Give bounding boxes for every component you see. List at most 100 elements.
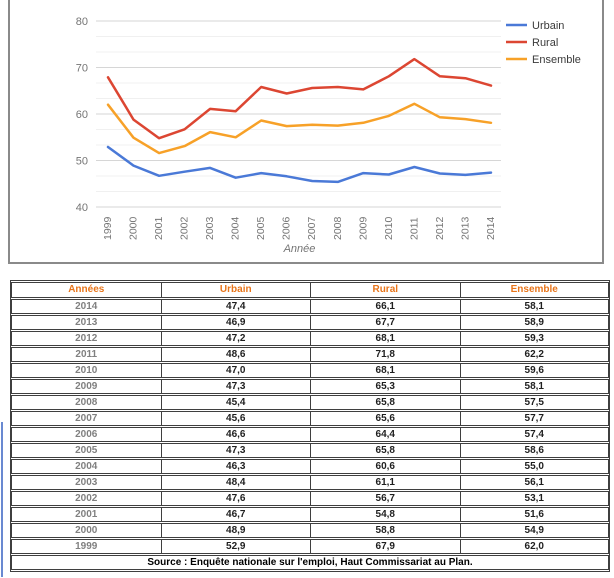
column-header: Rural — [310, 282, 460, 298]
year-cell: 2005 — [11, 443, 161, 458]
value-cell: 46,9 — [160, 315, 310, 330]
text-cursor-artifact — [1, 422, 3, 577]
value-cell: 46,3 — [160, 459, 310, 474]
value-cell: 65,3 — [310, 379, 460, 394]
x-axis-tick-label: 2010 — [383, 216, 395, 240]
value-cell: 47,2 — [160, 331, 310, 346]
value-cell: 67,7 — [310, 315, 460, 330]
year-cell: 2002 — [11, 491, 161, 506]
x-axis-tick-label: 2001 — [153, 216, 165, 240]
column-header: Années — [11, 282, 161, 298]
value-cell: 47,3 — [160, 443, 310, 458]
x-axis-title: Année — [283, 243, 316, 255]
x-axis-tick-label: 2014 — [485, 216, 497, 240]
table-header-row: Années Urbain Rural Ensemble — [11, 282, 609, 298]
series-line-ensemble — [106, 102, 493, 155]
year-cell: 2008 — [11, 395, 161, 410]
value-cell: 55,0 — [459, 459, 609, 474]
x-axis-tick-label: 2006 — [281, 216, 293, 240]
value-cell: 47,0 — [160, 363, 310, 378]
value-cell: 65,8 — [310, 395, 460, 410]
table-row: 2011 48,6 71,8 62,2 — [11, 347, 609, 362]
year-cell: 2010 — [11, 363, 161, 378]
table-row: 2008 45,4 65,8 57,5 — [11, 395, 609, 410]
x-axis-tick-label: 2013 — [459, 216, 471, 240]
value-cell: 45,6 — [160, 411, 310, 426]
value-cell: 56,1 — [459, 475, 609, 490]
legend-label: Urbain — [532, 20, 564, 32]
x-axis-tick-label: 2005 — [255, 216, 267, 240]
table-row: 2009 47,3 65,3 58,1 — [11, 379, 609, 394]
column-header: Ensemble — [459, 282, 609, 298]
value-cell: 64,4 — [310, 427, 460, 442]
value-cell: 61,1 — [310, 475, 460, 490]
x-axis-tick-label: 2003 — [204, 216, 216, 240]
legend-label: Rural — [532, 37, 558, 49]
value-cell: 47,3 — [160, 379, 310, 394]
x-axis-tick-label: 2002 — [179, 216, 191, 240]
table-row: 2006 46,6 64,4 57,4 — [11, 427, 609, 442]
y-axis-tick-label: 80 — [76, 16, 88, 28]
year-cell: 2013 — [11, 315, 161, 330]
y-axis-tick-label: 60 — [76, 109, 88, 121]
value-cell: 62,2 — [459, 347, 609, 362]
value-cell: 46,7 — [160, 507, 310, 522]
year-cell: 2000 — [11, 523, 161, 538]
x-axis-tick-label: 2007 — [306, 216, 318, 240]
value-cell: 56,7 — [310, 491, 460, 506]
value-cell: 68,1 — [310, 363, 460, 378]
value-cell: 57,7 — [459, 411, 609, 426]
x-axis-tick-label: 2012 — [434, 216, 446, 240]
year-cell: 2014 — [11, 299, 161, 314]
value-cell: 60,6 — [310, 459, 460, 474]
year-cell: 2004 — [11, 459, 161, 474]
value-cell: 54,8 — [310, 507, 460, 522]
legend-label: Ensemble — [532, 54, 581, 66]
value-cell: 65,6 — [310, 411, 460, 426]
table-row: 2013 46,9 67,7 58,9 — [11, 315, 609, 330]
year-cell: 2003 — [11, 475, 161, 490]
x-axis-tick-label: 2000 — [128, 216, 140, 240]
legend-item-ensemble: Ensemble — [506, 54, 581, 66]
year-cell: 2001 — [11, 507, 161, 522]
year-cell: 2011 — [11, 347, 161, 362]
value-cell: 58,6 — [459, 443, 609, 458]
x-axis-tick-label: 1999 — [102, 216, 114, 240]
table-row: 2001 46,7 54,8 51,6 — [11, 507, 609, 522]
y-axis-tick-label: 50 — [76, 156, 88, 168]
value-cell: 46,6 — [160, 427, 310, 442]
column-header: Urbain — [160, 282, 310, 298]
value-cell: 53,1 — [459, 491, 609, 506]
value-cell: 58,1 — [459, 379, 609, 394]
value-cell: 45,4 — [160, 395, 310, 410]
table-row: 2004 46,3 60,6 55,0 — [11, 459, 609, 474]
series-line-rural — [106, 57, 493, 140]
year-cell: 2012 — [11, 331, 161, 346]
table-row: 2010 47,0 68,1 59,6 — [11, 363, 609, 378]
y-axis-tick-label: 40 — [76, 202, 88, 214]
value-cell: 59,6 — [459, 363, 609, 378]
table-row: 2007 45,6 65,6 57,7 — [11, 411, 609, 426]
series-line-urbain — [106, 145, 493, 184]
x-axis-tick-label: 2004 — [230, 216, 242, 240]
table-row: 2000 48,9 58,8 54,9 — [11, 523, 609, 538]
value-cell: 57,4 — [459, 427, 609, 442]
value-cell: 65,8 — [310, 443, 460, 458]
value-cell: 47,4 — [160, 299, 310, 314]
table-row: 2005 47,3 65,8 58,6 — [11, 443, 609, 458]
value-cell: 54,9 — [459, 523, 609, 538]
value-cell: 58,8 — [310, 523, 460, 538]
legend-item-urbain: Urbain — [506, 20, 564, 32]
value-cell: 58,9 — [459, 315, 609, 330]
table-row: 2014 47,4 66,1 58,1 — [11, 299, 609, 314]
data-table-container: Années Urbain Rural Ensemble 2014 47,4 66,1 58,… — [10, 280, 610, 572]
value-cell: 62,0 — [459, 539, 609, 554]
value-cell: 52,9 — [160, 539, 310, 554]
table-row: 2012 47,2 68,1 59,3 — [11, 331, 609, 346]
value-cell: 48,6 — [160, 347, 310, 362]
year-cell: 2007 — [11, 411, 161, 426]
table-row: 1999 52,9 67,9 62,0 — [11, 539, 609, 554]
value-cell: 58,1 — [459, 299, 609, 314]
value-cell: 57,5 — [459, 395, 609, 410]
value-cell: 48,9 — [160, 523, 310, 538]
